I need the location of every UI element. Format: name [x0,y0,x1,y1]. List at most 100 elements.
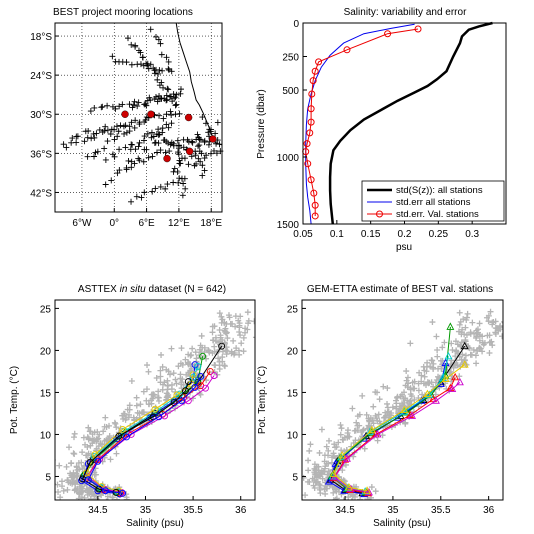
gem-etta-background-marker [353,419,360,426]
gem-etta-background-marker [302,492,309,499]
map-station-marker [165,65,172,72]
profile-ytick-label-0: 0 [293,19,299,30]
map-station-marker [153,149,160,156]
map-station-marker [102,123,109,130]
asttex-background-marker [230,337,237,344]
asttex-background-marker [37,469,43,475]
gem-etta-profiles [324,322,469,498]
gem-etta-title: GEM-ETTA estimate of BEST val. stations [307,284,493,295]
asttex-profile-8-point [122,433,130,441]
asttex-background-marker [73,470,80,477]
gem-etta-background-marker [335,439,342,446]
profile-series-2-point [307,118,315,126]
map-station-marker [160,115,167,122]
asttex-background-marker [143,386,150,393]
asttex-background-marker [79,488,86,495]
map-station-marker [171,165,178,172]
asttex-background-marker [211,323,218,330]
gem-etta-profile-line-2 [331,326,451,493]
gem-etta-background-marker [322,490,329,497]
asttex-background-marker [136,410,143,417]
asttex-background-marker [213,338,220,345]
map-station-marker [149,188,156,195]
map-station-marker [179,192,186,199]
gem-etta-background-marker [454,341,461,348]
gem-etta-background-marker [403,368,410,375]
salinity-profile-panel: Salinity: variability and error 0.05 0.1 0… [256,7,507,253]
asttex-profile-line-2 [83,356,204,493]
asttex-background-marker [196,352,203,359]
gem-etta-background-marker [360,426,367,433]
profile-series-line-1 [305,23,415,225]
asttex-profile-7-point [182,387,189,395]
asttex-background-marker [86,428,93,435]
map-station-marker [129,141,136,148]
map-station-marker [87,108,94,115]
map-station-marker [115,128,122,135]
profile-series-2-point [308,90,316,98]
map-station-marker [147,97,154,104]
map-station-marker [126,128,133,135]
asttex-profile-6-point [189,371,197,379]
gem-etta-background-marker [346,433,353,440]
asttex-background-marker [78,494,85,500]
gem-etta-background-marker [374,417,381,424]
asttex-background-marker [199,344,206,351]
profile-series-2-point [309,77,317,85]
asttex-background-marker [65,479,72,486]
asttex-background-marker [210,337,217,344]
profile-xlabel: psu [396,242,412,253]
gem-etta-background-marker [321,458,328,465]
profile-xtick-label-4: 0.25 [429,229,449,240]
gem-etta-background-marker [416,369,423,376]
asttex-background-marker [153,374,160,381]
asttex-background-marker [232,323,239,330]
gem-etta-background-marker [433,333,440,340]
map-station-marker [180,180,187,187]
asttex-profile-4-point [194,362,202,370]
asttex-background-marker [123,415,130,422]
gem-etta-background-marker [430,360,437,367]
map-station-marker [136,139,143,146]
map-station-marker [101,145,108,152]
asttex-background-marker [229,320,236,327]
map-station-marker [157,40,164,47]
gem-etta-background-marker [365,415,372,422]
asttex-background-marker [82,441,89,448]
gem-etta-background-marker [402,395,409,402]
gem-etta-background-marker [385,408,392,415]
asttex-background-marker [222,328,229,335]
gem-etta-background-marker [316,449,323,456]
map-station-marker [159,67,166,74]
map-station-marker [192,152,199,159]
map-station-marker [203,152,210,159]
map-station-marker [137,61,144,68]
gem-etta-background-marker [375,411,382,418]
gem-etta-background-marker [338,425,345,432]
asttex-background-marker [159,386,166,393]
asttex-profile-7-point [184,378,192,385]
profile-ytick-label-2: 500 [282,86,299,97]
map-station-marker [171,95,178,102]
asttex-background-marker [55,489,62,496]
asttex-background-marker [186,360,193,367]
map-station-marker [175,179,182,186]
gem-etta-profile-2-point [403,408,412,416]
map-station-marker [175,151,182,158]
map-ytick-label-2: 30°S [30,110,52,121]
asttex-background-marker [128,377,135,384]
asttex-background-marker [67,470,74,477]
asttex-background-marker [228,350,235,357]
asttex-background-marker [150,391,157,398]
map-station-marker [124,35,131,42]
asttex-background-marker [270,309,276,315]
profile-series-2-point [311,201,319,209]
asttex-background-marker [104,436,111,443]
gem-etta-background-marker [441,339,448,346]
asttex-background-marker [112,420,119,427]
gem-etta-profile-6-point [460,360,469,368]
gem-etta-profile-5-point [408,411,417,419]
asttex-background-marker [205,347,212,354]
gem-etta-profile-2-point [446,322,455,330]
gem-etta-background-marker [342,461,349,468]
